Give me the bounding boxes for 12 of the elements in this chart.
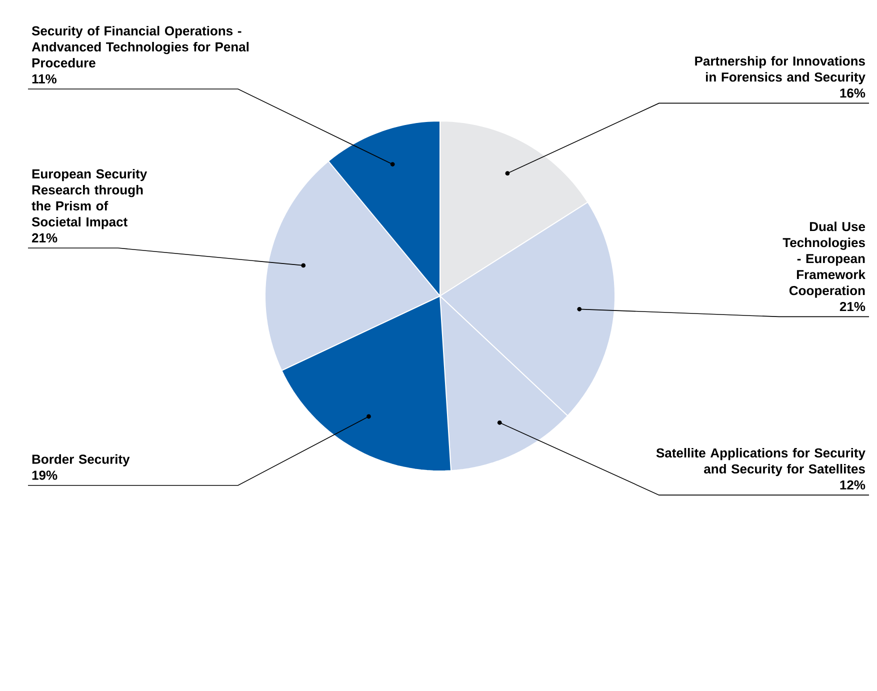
data-label: 21%: [32, 233, 58, 242]
slice-label: Partnership for Innovations in Forensics and Security: [695, 56, 866, 84]
slice-label: Dual Use Technologies - European Framework Cooperation: [782, 222, 866, 298]
data-label: 12%: [840, 480, 866, 490]
data-label: 19%: [32, 470, 58, 480]
slice-label: European Security Research through the Prism of Societal Impact: [32, 168, 148, 230]
slice-label: Border Security: [32, 454, 130, 466]
data-label: 11%: [32, 74, 56, 84]
slice-label: Security of Financial Operations - Andvanced Technologies for Penal Procedure: [32, 26, 249, 68]
data-label: 21%: [840, 302, 866, 312]
data-label: 16%: [840, 88, 866, 98]
slice-label: Satellite Applications for Security and Security for Satellites: [656, 448, 866, 476]
